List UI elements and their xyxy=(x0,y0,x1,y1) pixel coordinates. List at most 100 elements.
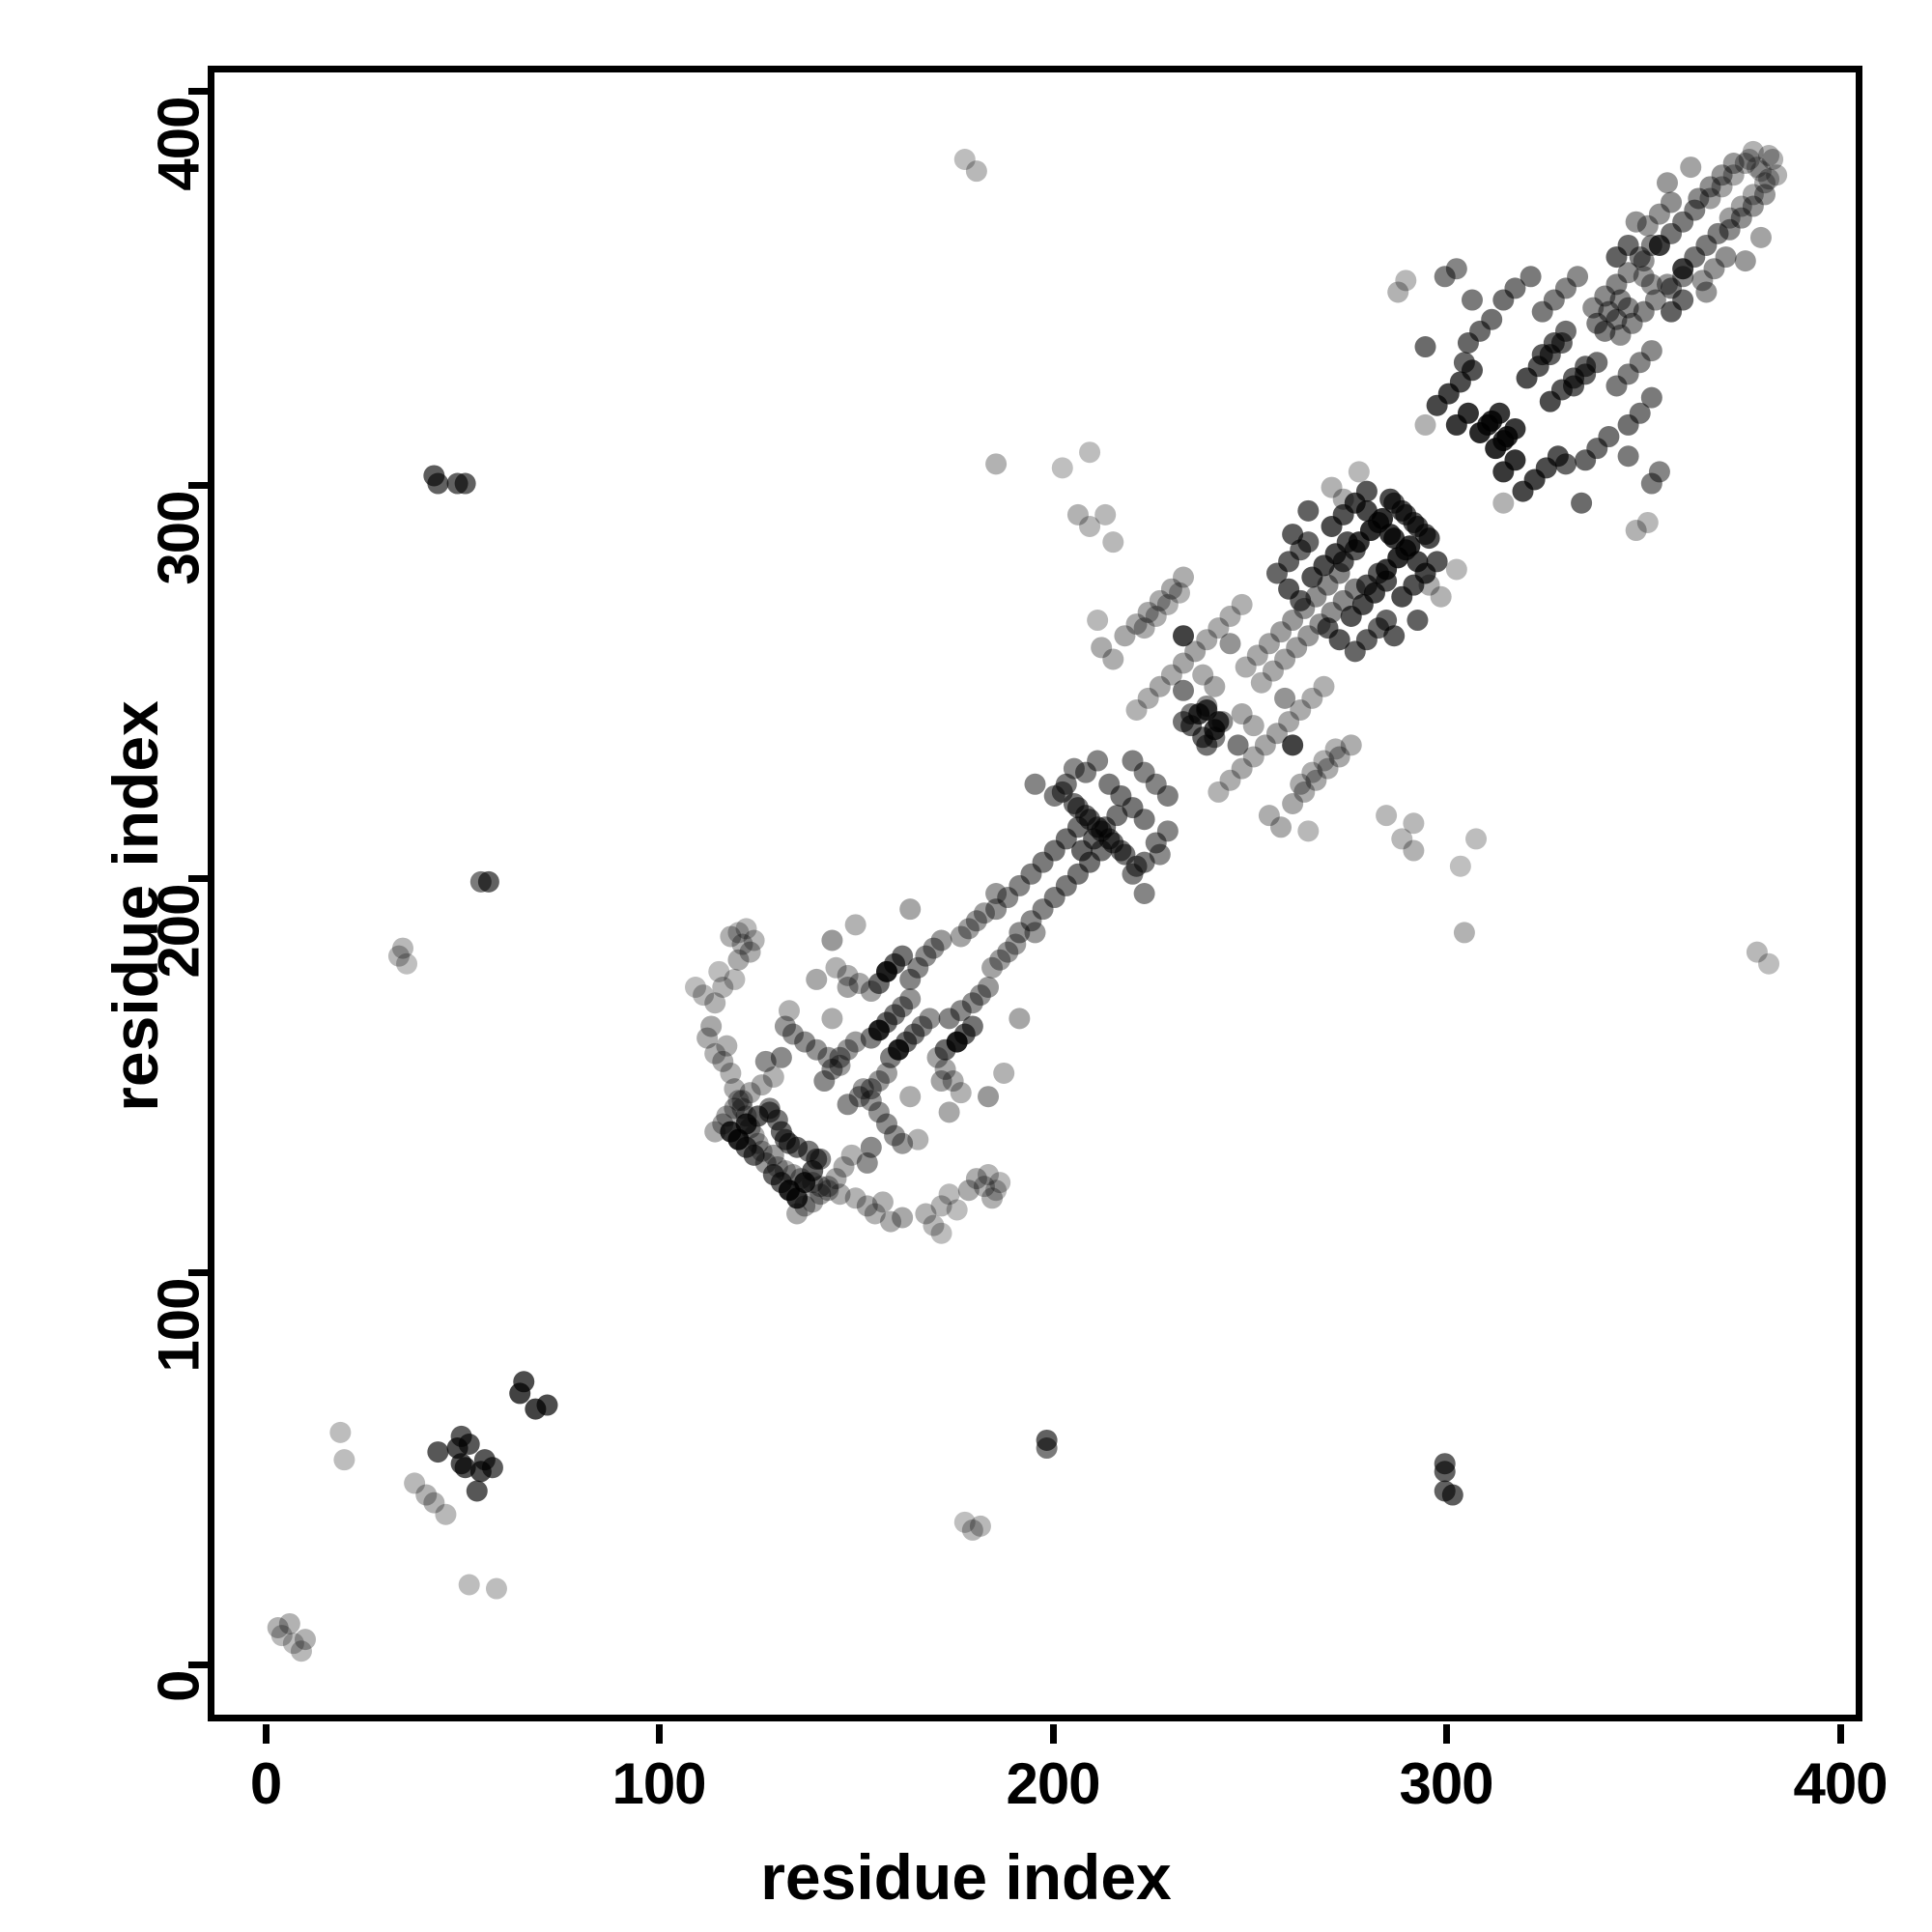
scatter-point xyxy=(1711,176,1733,198)
scatter-point xyxy=(1554,277,1577,299)
scatter-point xyxy=(1091,637,1113,659)
scatter-point xyxy=(1457,402,1479,424)
x-tick-mark-300 xyxy=(1443,1724,1450,1744)
scatter-point xyxy=(1036,1437,1058,1460)
x-tick-label-100: 100 xyxy=(611,1751,706,1816)
scatter-point xyxy=(724,968,746,990)
scatter-point xyxy=(1633,266,1655,288)
scatter-point xyxy=(731,1090,753,1112)
scatter-point xyxy=(720,1062,742,1084)
scatter-point xyxy=(1258,633,1280,655)
scatter-point xyxy=(965,910,987,932)
scatter-point xyxy=(1520,266,1542,288)
scatter-point xyxy=(915,1203,937,1225)
scatter-point xyxy=(1426,551,1448,573)
scatter-point xyxy=(1629,352,1651,374)
scatter-point xyxy=(693,984,715,1007)
scatter-point xyxy=(1504,417,1526,440)
scatter-point xyxy=(942,1070,964,1093)
scatter-point xyxy=(1051,457,1073,479)
scatter-point xyxy=(817,1046,839,1068)
scatter-point xyxy=(1231,757,1253,780)
scatter-point xyxy=(704,1042,726,1065)
scatter-point xyxy=(1344,539,1366,561)
scatter-point xyxy=(1355,480,1378,502)
scatter-point xyxy=(1719,207,1741,229)
scatter-point xyxy=(1258,805,1280,827)
scatter-point xyxy=(1598,426,1620,448)
scatter-point xyxy=(997,941,1019,963)
scatter-point xyxy=(1137,687,1159,709)
scatter-point xyxy=(1695,281,1718,303)
scatter-point xyxy=(774,1015,796,1037)
scatter-point xyxy=(716,1035,738,1057)
scatter-point xyxy=(833,1155,855,1178)
scatter-point xyxy=(1434,1453,1456,1475)
scatter-point xyxy=(1657,172,1678,194)
scatter-point xyxy=(1156,593,1179,615)
scatter-point xyxy=(1051,781,1073,803)
scatter-point xyxy=(1766,164,1788,186)
scatter-point xyxy=(1543,289,1565,311)
scatter-point xyxy=(1492,492,1515,514)
x-tick-label-400: 400 xyxy=(1793,1751,1888,1816)
scatter-point xyxy=(1282,610,1304,632)
scatter-point xyxy=(278,1612,300,1634)
scatter-point xyxy=(435,1503,457,1525)
scatter-point xyxy=(1414,336,1436,358)
scatter-point xyxy=(1145,832,1167,854)
scatter-point xyxy=(1640,273,1662,296)
scatter-point xyxy=(806,1038,828,1061)
scatter-point xyxy=(1617,363,1639,385)
scatter-point xyxy=(485,1577,507,1600)
scatter-point xyxy=(880,1210,902,1233)
scatter-point xyxy=(1567,266,1589,288)
scatter-point xyxy=(1657,273,1678,296)
scatter-point xyxy=(270,1625,293,1647)
scatter-point xyxy=(1636,511,1659,533)
scatter-point xyxy=(1504,449,1526,471)
scatter-point xyxy=(1328,746,1350,768)
scatter-point xyxy=(1722,153,1745,175)
scatter-point xyxy=(1387,281,1409,303)
scatter-point xyxy=(1481,308,1503,330)
scatter-point xyxy=(1024,922,1046,944)
scatter-point xyxy=(950,1082,972,1104)
scatter-point xyxy=(1453,352,1475,374)
scatter-point xyxy=(1715,246,1737,269)
scatter-point xyxy=(427,1441,449,1463)
scatter-point xyxy=(727,949,750,971)
scatter-point xyxy=(1024,773,1046,795)
scatter-point xyxy=(1196,629,1218,651)
scatter-point xyxy=(837,1038,859,1061)
scatter-point xyxy=(295,1629,316,1651)
scatter-point xyxy=(965,1168,987,1190)
scatter-point xyxy=(1734,250,1756,272)
scatter-point xyxy=(1145,605,1167,627)
scatter-point xyxy=(1730,207,1752,229)
y-tick-mark-400 xyxy=(188,88,208,95)
scatter-point xyxy=(860,1090,882,1112)
scatter-point xyxy=(1219,605,1241,627)
scatter-point xyxy=(1133,761,1155,783)
scatter-point xyxy=(1173,625,1195,647)
scatter-point xyxy=(1605,308,1628,330)
scatter-point xyxy=(712,1113,734,1135)
scatter-point xyxy=(1758,144,1780,166)
scatter-point xyxy=(794,1195,816,1217)
scatter-point xyxy=(892,1132,914,1154)
scatter-point xyxy=(817,1179,839,1202)
scatter-point xyxy=(1391,828,1413,850)
scatter-point xyxy=(1168,582,1190,604)
scatter-point xyxy=(848,1086,870,1108)
scatter-point xyxy=(1242,746,1264,768)
scatter-point xyxy=(1403,812,1425,835)
scatter-point xyxy=(1156,784,1179,807)
scatter-point xyxy=(1137,601,1159,623)
scatter-point xyxy=(864,1203,886,1225)
scatter-point xyxy=(965,160,987,183)
scatter-point xyxy=(1173,652,1195,674)
scatter-point xyxy=(871,1191,894,1213)
scatter-point xyxy=(731,933,753,955)
x-tick-label-0: 0 xyxy=(249,1751,282,1816)
